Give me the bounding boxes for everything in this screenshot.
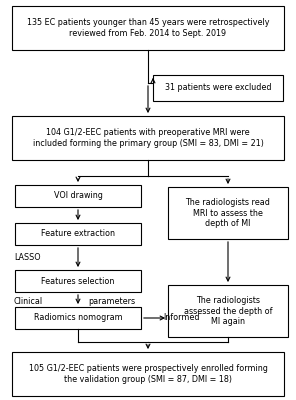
Text: 105 G1/2-EEC patients were prospectively enrolled forming
the validation group (: 105 G1/2-EEC patients were prospectively… xyxy=(28,364,268,384)
Text: Feature extraction: Feature extraction xyxy=(41,230,115,238)
Text: The radiologists read
MRI to assess the
depth of MI: The radiologists read MRI to assess the … xyxy=(186,198,271,228)
Text: The radiologists
assessed the depth of
MI again: The radiologists assessed the depth of M… xyxy=(184,296,272,326)
FancyBboxPatch shape xyxy=(15,185,141,207)
Text: Informed: Informed xyxy=(163,314,200,322)
Text: Clinical: Clinical xyxy=(14,298,43,306)
FancyBboxPatch shape xyxy=(15,307,141,329)
FancyBboxPatch shape xyxy=(15,270,141,292)
FancyBboxPatch shape xyxy=(12,116,284,160)
Text: VOI drawing: VOI drawing xyxy=(54,192,102,200)
Text: Features selection: Features selection xyxy=(41,276,115,286)
FancyBboxPatch shape xyxy=(168,285,288,337)
Text: LASSO: LASSO xyxy=(14,254,41,262)
Text: parameters: parameters xyxy=(88,298,135,306)
Text: 104 G1/2-EEC patients with preoperative MRI were
included forming the primary gr: 104 G1/2-EEC patients with preoperative … xyxy=(33,128,263,148)
Text: 135 EC patients younger than 45 years were retrospectively
reviewed from Feb. 20: 135 EC patients younger than 45 years we… xyxy=(27,18,269,38)
FancyBboxPatch shape xyxy=(12,6,284,50)
FancyBboxPatch shape xyxy=(15,223,141,245)
FancyBboxPatch shape xyxy=(153,75,283,101)
FancyBboxPatch shape xyxy=(168,187,288,239)
Text: Radiomics nomogram: Radiomics nomogram xyxy=(34,314,122,322)
FancyBboxPatch shape xyxy=(12,352,284,396)
Text: 31 patients were excluded: 31 patients were excluded xyxy=(165,84,271,92)
